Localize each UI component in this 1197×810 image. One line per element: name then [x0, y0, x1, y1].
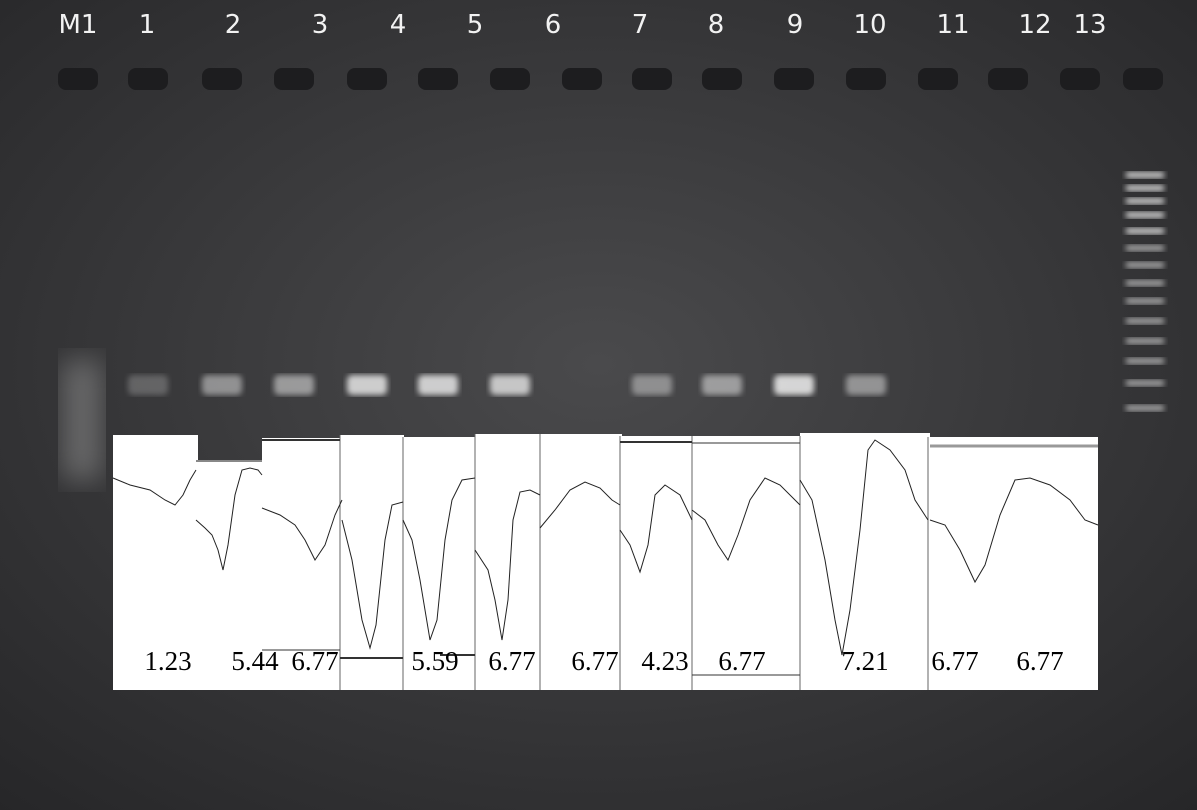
band: [347, 375, 387, 395]
ladder-band: [1126, 185, 1164, 191]
panel: [262, 438, 342, 690]
band: [632, 375, 672, 395]
trace: [929, 477, 1099, 584]
ladder: [1126, 172, 1164, 411]
lane-label: 3: [312, 10, 329, 40]
ladder-band: [1126, 280, 1164, 286]
band: [702, 375, 742, 395]
band: [418, 375, 458, 395]
trace: [112, 469, 197, 506]
lane-label: M1: [59, 10, 98, 40]
ladder-band: [1126, 405, 1164, 411]
band: [274, 375, 314, 395]
peak-value: 1.23: [144, 646, 191, 676]
well: [58, 68, 98, 90]
ladder-band: [1126, 172, 1164, 178]
well: [988, 68, 1028, 90]
lane-label: 6: [545, 10, 562, 40]
well: [774, 68, 814, 90]
peak-value: 6.77: [488, 646, 535, 676]
trace: [195, 467, 263, 571]
lane-label: 7: [632, 10, 649, 40]
band: [490, 375, 530, 395]
band: [128, 375, 168, 395]
smear: [62, 360, 102, 480]
lane-label: 11: [936, 10, 969, 40]
lane-label: 10: [853, 10, 886, 40]
ladder-band: [1126, 262, 1164, 268]
panel: [340, 435, 404, 690]
panel: [540, 434, 622, 690]
band: [846, 375, 886, 395]
well: [274, 68, 314, 90]
peak-value: 5.44: [231, 646, 279, 676]
well: [418, 68, 458, 90]
lane-label: 2: [225, 10, 242, 40]
well: [918, 68, 958, 90]
trace: [619, 484, 693, 574]
lane-label: 5: [467, 10, 484, 40]
wells: [58, 68, 1163, 90]
band: [774, 375, 814, 395]
well: [202, 68, 242, 90]
peak-value: 6.77: [291, 646, 338, 676]
ladder-band: [1126, 380, 1164, 386]
bands: [62, 360, 886, 480]
panel: [113, 435, 198, 690]
panel: [928, 437, 1098, 690]
lane-label: 13: [1073, 10, 1106, 40]
peak-value: 6.77: [1016, 646, 1063, 676]
lane-label: 8: [708, 10, 725, 40]
ladder-band: [1126, 298, 1164, 304]
well: [562, 68, 602, 90]
peak-value: 6.77: [718, 646, 765, 676]
ladder-band: [1126, 318, 1164, 324]
ladder-band: [1126, 212, 1164, 218]
trace: [539, 481, 621, 529]
well: [632, 68, 672, 90]
well: [1060, 68, 1100, 90]
panel: [196, 460, 264, 690]
peak-values: 1.23 5.44 6.77 5.59 6.77 6.77 4.23 6.77 7.21 6.77…: [144, 646, 1063, 676]
peak-value: 5.59: [411, 646, 458, 676]
peak-value: 4.23: [641, 646, 688, 676]
panel: [692, 436, 802, 690]
lane-label: 4: [390, 10, 407, 40]
trace: [474, 489, 541, 641]
trace-panels: [112, 433, 1099, 690]
well: [347, 68, 387, 90]
trace: [261, 499, 343, 561]
well: [702, 68, 742, 90]
ladder-band: [1126, 228, 1164, 234]
ladder-band: [1126, 338, 1164, 344]
peak-value: 6.77: [571, 646, 618, 676]
peak-value: 7.21: [841, 646, 888, 676]
panel: [475, 434, 543, 690]
well: [1123, 68, 1163, 90]
well: [846, 68, 886, 90]
trace: [691, 477, 801, 562]
ladder-band: [1126, 245, 1164, 251]
peak-value: 6.77: [931, 646, 978, 676]
well: [128, 68, 168, 90]
panel: [620, 436, 694, 690]
trace: [341, 501, 404, 650]
ladder-band: [1126, 198, 1164, 204]
lane-labels: M1 1 2 3 4 5 6 7 8 9 10 11 12 13: [59, 10, 1107, 40]
band: [202, 375, 242, 395]
trace: [799, 439, 929, 656]
ladder-band: [1126, 358, 1164, 364]
well: [490, 68, 530, 90]
trace: [402, 477, 476, 641]
lane-label: 1: [139, 10, 156, 40]
lane-label: 12: [1018, 10, 1051, 40]
lane-label: 9: [787, 10, 804, 40]
